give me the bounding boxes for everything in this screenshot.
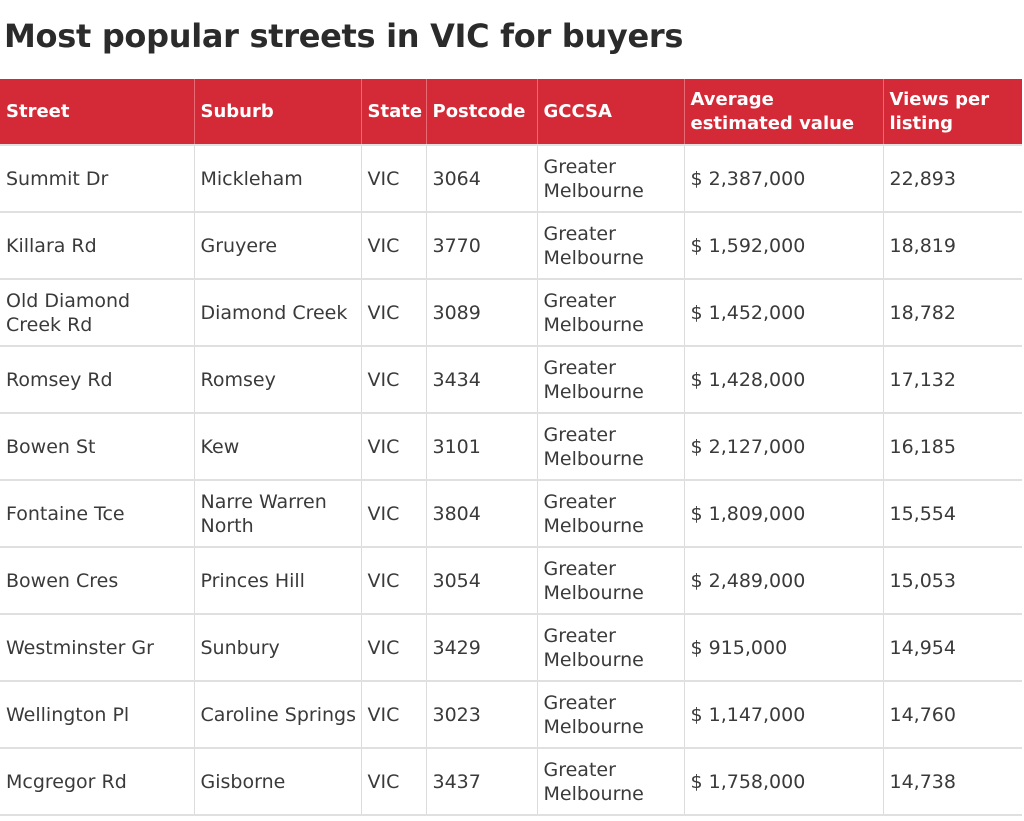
- cell-street: Mcgregor Rd: [0, 748, 195, 816]
- cell-views-per-listing: 18,819: [883, 212, 1022, 280]
- cell-suburb: Princes Hill: [194, 547, 362, 615]
- cell-street: Killara Rd: [0, 212, 195, 280]
- cell-suburb: Gisborne: [194, 748, 362, 816]
- column-header-gccsa: GCCSA: [537, 79, 685, 145]
- cell-postcode: 3434: [426, 346, 538, 414]
- cell-gccsa: Greater Melbourne: [537, 681, 685, 749]
- cell-gccsa: Greater Melbourne: [537, 144, 685, 213]
- cell-postcode: 3804: [426, 480, 538, 548]
- cell-postcode: 3437: [426, 748, 538, 816]
- table-row: Old Diamond Creek Rd Diamond Creek VIC 3089…: [0, 279, 1022, 347]
- cell-average-estimated-value: $ 915,000: [684, 614, 884, 682]
- table-row: Romsey Rd Romsey VIC 3434 Greater Melbourne $…: [0, 346, 1022, 414]
- cell-gccsa: Greater Melbourne: [537, 346, 685, 414]
- cell-gccsa: Greater Melbourne: [537, 279, 685, 347]
- cell-postcode: 3770: [426, 212, 538, 280]
- cell-state: VIC: [361, 413, 427, 481]
- cell-views-per-listing: 15,554: [883, 480, 1022, 548]
- table-row: Wellington Pl Caroline Springs VIC 3023 Grea…: [0, 681, 1022, 749]
- cell-average-estimated-value: $ 1,758,000: [684, 748, 884, 816]
- table-row: Killara Rd Gruyere VIC 3770 Greater Melbourn…: [0, 212, 1022, 280]
- cell-views-per-listing: 16,185: [883, 413, 1022, 481]
- table-row: Westminster Gr Sunbury VIC 3429 Greater Melb…: [0, 614, 1022, 682]
- cell-state: VIC: [361, 144, 427, 213]
- cell-postcode: 3023: [426, 681, 538, 749]
- cell-average-estimated-value: $ 2,387,000: [684, 144, 884, 213]
- cell-suburb: Kew: [194, 413, 362, 481]
- cell-average-estimated-value: $ 1,428,000: [684, 346, 884, 414]
- cell-state: VIC: [361, 346, 427, 414]
- cell-postcode: 3089: [426, 279, 538, 347]
- table-row: Fontaine Tce Narre Warren North VIC 3804 Gre…: [0, 480, 1022, 548]
- cell-street: Westminster Gr: [0, 614, 195, 682]
- cell-suburb: Romsey: [194, 346, 362, 414]
- cell-street: Romsey Rd: [0, 346, 195, 414]
- cell-postcode: 3054: [426, 547, 538, 615]
- cell-gccsa: Greater Melbourne: [537, 480, 685, 548]
- cell-state: VIC: [361, 212, 427, 280]
- cell-views-per-listing: 17,132: [883, 346, 1022, 414]
- column-header-postcode: Postcode: [426, 79, 538, 145]
- table-header-row: Street Suburb State Postcode GCCSA Avera…: [0, 79, 1022, 145]
- cell-gccsa: Greater Melbourne: [537, 212, 685, 280]
- cell-gccsa: Greater Melbourne: [537, 413, 685, 481]
- page-title: Most popular streets in VIC for buyers: [4, 17, 684, 55]
- cell-postcode: 3429: [426, 614, 538, 682]
- table-row: Bowen Cres Princes Hill VIC 3054 Greater Mel…: [0, 547, 1022, 615]
- cell-gccsa: Greater Melbourne: [537, 748, 685, 816]
- column-header-suburb: Suburb: [194, 79, 362, 145]
- cell-street: Fontaine Tce: [0, 480, 195, 548]
- cell-state: VIC: [361, 681, 427, 749]
- cell-state: VIC: [361, 480, 427, 548]
- table-body: Summit Dr Mickleham VIC 3064 Greater Melbour…: [0, 144, 1022, 816]
- cell-average-estimated-value: $ 2,127,000: [684, 413, 884, 481]
- cell-street: Bowen Cres: [0, 547, 195, 615]
- cell-average-estimated-value: $ 1,147,000: [684, 681, 884, 749]
- cell-suburb: Caroline Springs: [194, 681, 362, 749]
- table-row: Summit Dr Mickleham VIC 3064 Greater Melbour…: [0, 144, 1022, 213]
- cell-views-per-listing: 18,782: [883, 279, 1022, 347]
- cell-street: Summit Dr: [0, 144, 195, 213]
- cell-street: Bowen St: [0, 413, 195, 481]
- cell-average-estimated-value: $ 1,809,000: [684, 480, 884, 548]
- cell-postcode: 3101: [426, 413, 538, 481]
- cell-views-per-listing: 22,893: [883, 144, 1022, 213]
- cell-state: VIC: [361, 547, 427, 615]
- cell-state: VIC: [361, 614, 427, 682]
- cell-suburb: Mickleham: [194, 144, 362, 213]
- cell-views-per-listing: 14,760: [883, 681, 1022, 749]
- cell-views-per-listing: 14,954: [883, 614, 1022, 682]
- cell-views-per-listing: 14,738: [883, 748, 1022, 816]
- cell-gccsa: Greater Melbourne: [537, 547, 685, 615]
- cell-views-per-listing: 15,053: [883, 547, 1022, 615]
- column-header-state: State: [361, 79, 427, 145]
- table-row: Mcgregor Rd Gisborne VIC 3437 Greater Melbou…: [0, 748, 1022, 816]
- cell-state: VIC: [361, 279, 427, 347]
- cell-suburb: Diamond Creek: [194, 279, 362, 347]
- cell-gccsa: Greater Melbourne: [537, 614, 685, 682]
- cell-average-estimated-value: $ 1,452,000: [684, 279, 884, 347]
- column-header-average-estimated-value: Average estimated value: [684, 79, 884, 145]
- cell-postcode: 3064: [426, 144, 538, 213]
- cell-suburb: Sunbury: [194, 614, 362, 682]
- cell-suburb: Gruyere: [194, 212, 362, 280]
- column-header-street: Street: [0, 79, 195, 145]
- cell-average-estimated-value: $ 1,592,000: [684, 212, 884, 280]
- cell-average-estimated-value: $ 2,489,000: [684, 547, 884, 615]
- table-row: Bowen St Kew VIC 3101 Greater Melbourne $ 2,1…: [0, 413, 1022, 481]
- cell-state: VIC: [361, 748, 427, 816]
- popular-streets-table: Street Suburb State Postcode GCCSA Avera…: [0, 79, 1022, 816]
- cell-street: Old Diamond Creek Rd: [0, 279, 195, 347]
- cell-suburb: Narre Warren North: [194, 480, 362, 548]
- cell-street: Wellington Pl: [0, 681, 195, 749]
- column-header-views-per-listing: Views per listing: [883, 79, 1022, 145]
